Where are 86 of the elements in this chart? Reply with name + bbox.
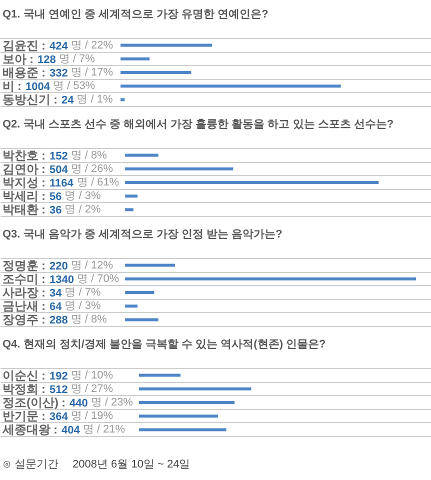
- y-tick-label: 장영주: [2, 312, 38, 327]
- bar: [138, 401, 235, 404]
- text: : 24 명 /: [54, 92, 94, 107]
- data-label: 8%: [90, 314, 108, 326]
- text: : 152 명 /: [42, 148, 88, 162]
- text: : 512 명 /: [42, 382, 88, 396]
- bar: [120, 98, 125, 102]
- chart-title: Q2. 국내 스포츠 선수 중 해외에서 가장 훌륭한 활동을 하고 있는 스포츠 선수는?: [2, 118, 394, 130]
- y-tick-label: 세종대왕: [2, 422, 50, 437]
- text: : 1004 명 /: [18, 79, 70, 94]
- bar: [138, 414, 218, 418]
- bar: [120, 71, 192, 74]
- bar: [125, 291, 154, 294]
- y-tick-label: 박찬호: [2, 148, 38, 162]
- text: : 1164 명 /: [42, 176, 94, 190]
- text: : 128 명 /: [30, 52, 76, 66]
- data-label: 17%: [90, 66, 114, 78]
- data-label: 10%: [90, 369, 114, 382]
- text: : 36 명 /: [42, 202, 82, 217]
- data-label: 3%: [84, 300, 101, 312]
- bar: [120, 44, 212, 47]
- bar: [125, 154, 158, 157]
- bar: [138, 428, 226, 432]
- bar: [120, 84, 341, 88]
- data-label: 7%: [84, 286, 101, 298]
- data-label: 23%: [110, 396, 134, 408]
- y-tick-label: 김윤진: [2, 38, 38, 52]
- bar: [125, 194, 138, 198]
- bar: [125, 318, 158, 322]
- bar: [125, 264, 175, 267]
- y-tick-label: 김연아: [2, 162, 38, 176]
- y-tick-label: 박지성: [2, 176, 38, 190]
- text: : 56 명 /: [42, 189, 82, 204]
- data-label: 53%: [73, 80, 96, 92]
- text: : 440 명 /: [61, 396, 108, 410]
- bar: [125, 304, 138, 308]
- data-label: 12%: [90, 259, 114, 272]
- bar: [125, 208, 134, 212]
- data-label: 2%: [84, 204, 101, 216]
- data-label: 61%: [97, 176, 120, 188]
- text: 2008년 6월 10일 ~ 24일: [72, 458, 190, 470]
- y-tick-label: 정조(이산): [2, 396, 58, 410]
- y-tick-label: 박정희: [2, 382, 38, 396]
- y-tick-label: 박태환: [2, 202, 38, 217]
- y-tick-label: 사라장: [2, 286, 38, 300]
- bar: [138, 387, 252, 390]
- text: : 192 명 /: [42, 368, 88, 382]
- bar: [125, 277, 416, 280]
- text: : 34 명 /: [42, 286, 82, 300]
- text: : 404 명 /: [54, 422, 100, 437]
- text: : 424 명 /: [42, 38, 88, 52]
- y-tick-label: 비: [2, 79, 14, 94]
- data-label: 7%: [78, 52, 96, 65]
- data-label: 21%: [102, 424, 126, 436]
- y-tick-label: 반기문: [2, 409, 38, 424]
- chart-title: Q3. 국내 음악가 중 세계적으로 가장 인정 받는 음악가는?: [2, 228, 283, 240]
- text: : 288 명 /: [42, 312, 88, 327]
- data-label: 19%: [90, 410, 114, 422]
- bar: [138, 374, 181, 377]
- y-tick-label: 조수미: [2, 272, 38, 286]
- y-tick-label: 박세리: [2, 189, 38, 204]
- text: : 364 명 /: [42, 409, 88, 424]
- y-tick-label: 동방신기: [2, 92, 50, 107]
- chart-title: Q4. 현재의 정치/경제 불안을 극복할 수 있는 역사적(현존) 인물은?: [2, 338, 326, 350]
- data-label: 70%: [97, 272, 120, 285]
- y-tick-label: 배용준: [2, 66, 38, 80]
- data-label: 26%: [90, 162, 114, 175]
- bar: [125, 181, 379, 184]
- data-label: 3%: [84, 190, 101, 202]
- data-label: 8%: [90, 149, 108, 162]
- text: : 64 명 /: [42, 299, 82, 314]
- y-tick-label: 이순신: [2, 368, 38, 382]
- y-tick-label: 정명훈: [2, 258, 38, 272]
- y-tick-label: 금난새: [2, 299, 38, 314]
- text: : 1340 명 /: [42, 272, 94, 286]
- bar: [125, 167, 234, 170]
- text: : 332 명 /: [42, 66, 88, 80]
- data-label: 27%: [90, 382, 114, 395]
- data-label: 22%: [90, 39, 114, 52]
- y-tick-label: 보아: [2, 52, 26, 66]
- text: : 504 명 /: [42, 162, 88, 176]
- text: ⊙ 설문기간: [2, 458, 59, 470]
- text: : 220 명 /: [42, 258, 88, 272]
- bar: [120, 57, 150, 60]
- chart-title: Q1. 국내 연예인 중 세계적으로 가장 유명한 연예인은?: [2, 8, 269, 20]
- data-label: 1%: [96, 94, 113, 106]
